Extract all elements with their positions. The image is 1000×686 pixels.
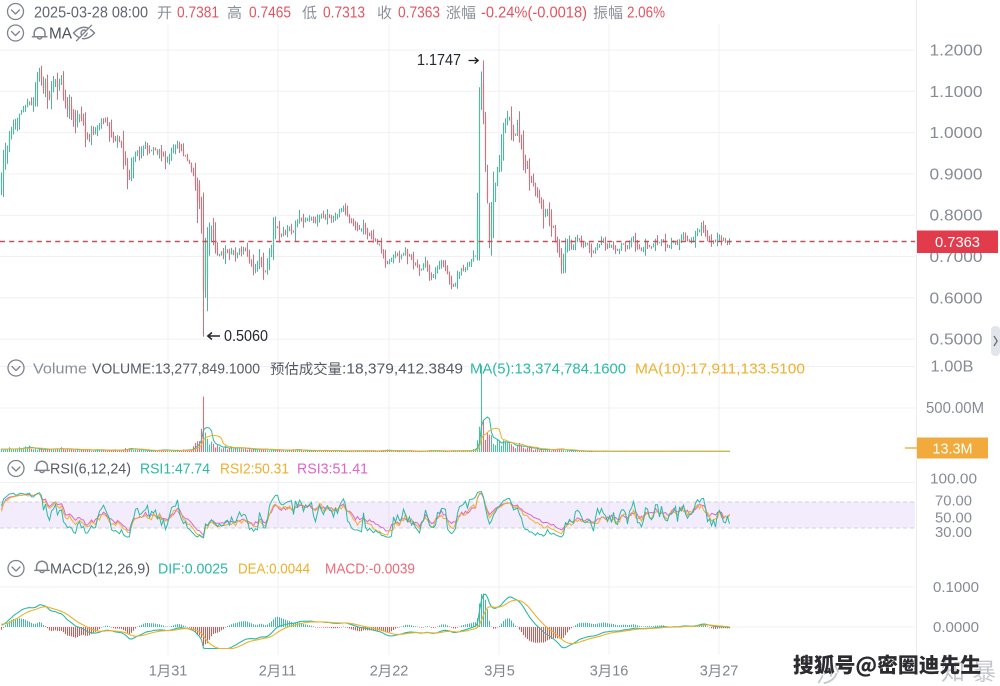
svg-text:RSI(6,12,24): RSI(6,12,24): [50, 461, 131, 478]
svg-text:0.7313: 0.7313: [323, 5, 365, 22]
svg-text:1.00B: 1.00B: [931, 359, 974, 376]
svg-text:3: 3: [700, 664, 708, 680]
svg-text:MA: MA: [49, 26, 72, 43]
svg-text:0.6000: 0.6000: [930, 290, 983, 307]
svg-text:1.1000: 1.1000: [930, 84, 983, 101]
svg-text:1.1747: 1.1747: [417, 52, 461, 69]
svg-text:MACD(12,26,9): MACD(12,26,9): [50, 561, 150, 578]
svg-text:16: 16: [612, 664, 628, 680]
svg-text:MA(10):17,911,133.5100: MA(10):17,911,133.5100: [635, 361, 805, 378]
svg-text:22: 22: [392, 664, 408, 680]
svg-text:0.7363: 0.7363: [398, 5, 440, 22]
svg-text:1.2000: 1.2000: [930, 43, 983, 60]
svg-text:13.3M: 13.3M: [933, 442, 973, 458]
svg-text:1: 1: [149, 664, 157, 680]
svg-text:31: 31: [171, 664, 187, 680]
svg-text:0.7381: 0.7381: [177, 5, 219, 22]
svg-text:2025-03-28 08:00: 2025-03-28 08:00: [34, 5, 148, 22]
svg-text:2.06%: 2.06%: [627, 5, 665, 22]
svg-text:0.0000: 0.0000: [933, 619, 979, 636]
svg-text:3: 3: [484, 664, 492, 680]
svg-text:-0.24%(-0.0018): -0.24%(-0.0018): [481, 5, 587, 22]
svg-text:0.9000: 0.9000: [930, 166, 983, 183]
svg-text::18,379,412.3849: :18,379,412.3849: [342, 361, 463, 378]
svg-text:DIF:0.0025: DIF:0.0025: [158, 561, 228, 578]
svg-text:1.0000: 1.0000: [930, 125, 983, 142]
svg-text:0.5060: 0.5060: [224, 328, 268, 345]
svg-text:0.7000: 0.7000: [930, 249, 983, 266]
svg-text:DEA:0.0044: DEA:0.0044: [238, 561, 310, 578]
svg-text:100.00: 100.00: [930, 472, 977, 488]
svg-text:70.00: 70.00: [935, 494, 972, 510]
svg-text:0.8000: 0.8000: [930, 208, 983, 225]
svg-text:11: 11: [281, 664, 296, 680]
svg-text:2: 2: [370, 664, 378, 680]
svg-text:Volume: Volume: [33, 361, 87, 378]
svg-text:RSI1:47.74: RSI1:47.74: [140, 461, 210, 478]
svg-text:0.7465: 0.7465: [249, 5, 291, 22]
svg-text:RSI2:50.31: RSI2:50.31: [220, 461, 289, 478]
svg-text:MA(5):13,374,784.1600: MA(5):13,374,784.1600: [470, 361, 626, 378]
svg-text:50.00: 50.00: [935, 511, 972, 527]
svg-text:27: 27: [722, 664, 738, 680]
svg-text:3: 3: [590, 664, 598, 680]
svg-text:30.00: 30.00: [935, 525, 972, 541]
svg-text:RSI3:51.41: RSI3:51.41: [297, 461, 368, 478]
svg-text:0.7363: 0.7363: [935, 235, 980, 251]
svg-text:500.00M: 500.00M: [926, 400, 984, 417]
svg-text:0.1000: 0.1000: [933, 579, 979, 596]
svg-text:2: 2: [259, 664, 267, 680]
svg-text:5: 5: [507, 664, 515, 680]
svg-text:VOLUME:13,277,849.1000: VOLUME:13,277,849.1000: [92, 361, 260, 378]
svg-text:MACD:-0.0039: MACD:-0.0039: [325, 561, 415, 578]
svg-text:0.5000: 0.5000: [930, 332, 983, 349]
